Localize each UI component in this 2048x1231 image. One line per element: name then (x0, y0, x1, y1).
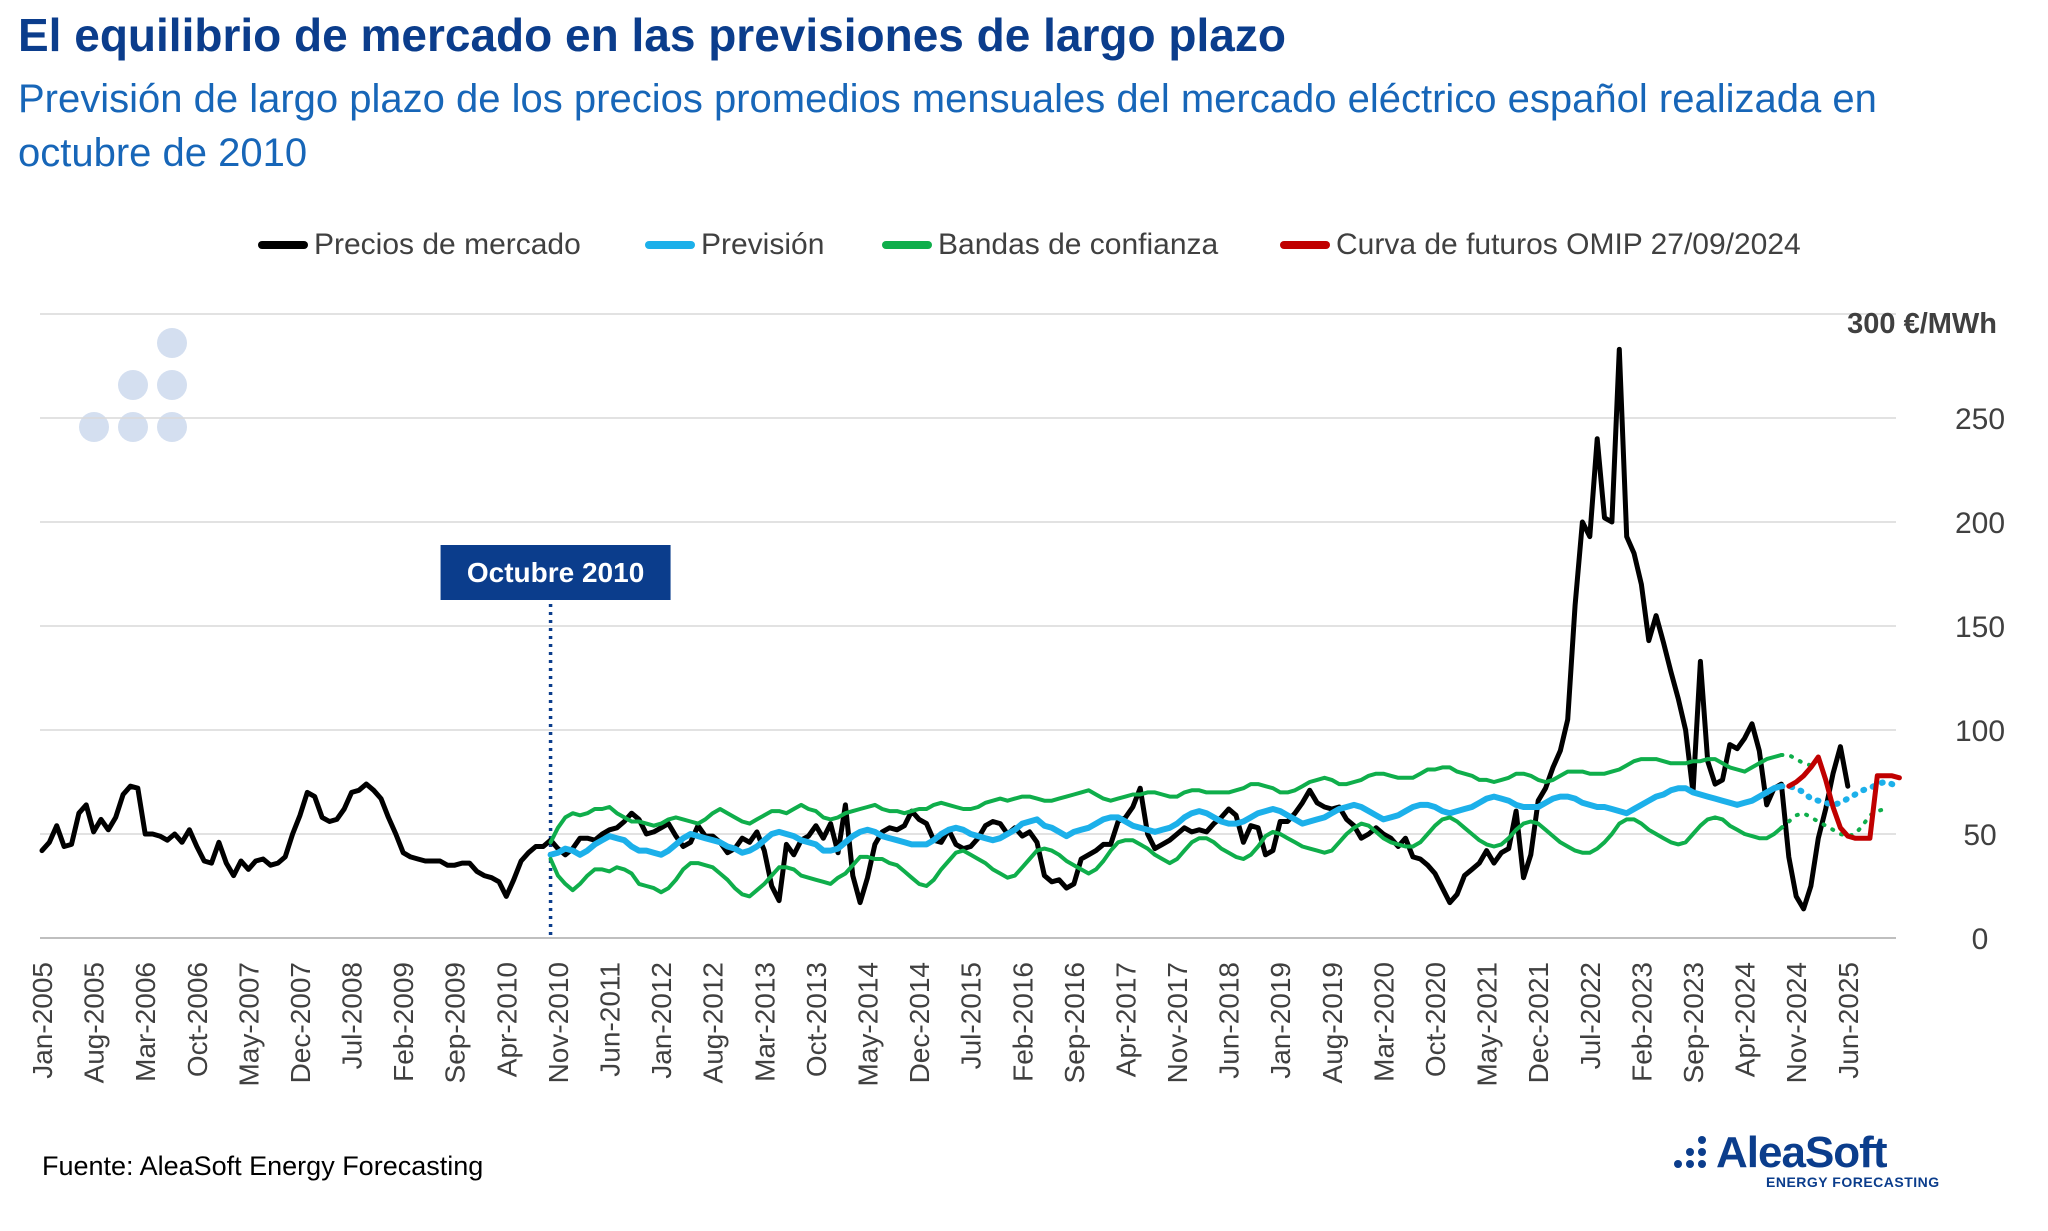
annotation-label: Octubre 2010 (467, 557, 644, 588)
legend-item-market: Precios de mercado (258, 220, 581, 270)
legend-swatch-market (258, 241, 308, 249)
x-tick-label: Apr-2024 (1730, 962, 1761, 1077)
y-axis-top-label: 300 €/MWh (1847, 308, 1997, 340)
annotation-box (440, 545, 671, 600)
x-tick-label: May-2014 (852, 962, 883, 1087)
series-line-band-lower (548, 815, 1784, 899)
x-tick-label: Mar-2020 (1368, 962, 1399, 1082)
x-tick-label: Sep-2009 (440, 962, 471, 1083)
x-tick-label: Nov-2024 (1781, 962, 1812, 1083)
legend-swatch-forecast (645, 241, 695, 249)
legend-item-futures: Curva de futuros OMIP 27/09/2024 (1280, 220, 1801, 270)
logo-subtitle: ENERGY FORECASTING (1766, 1174, 1940, 1190)
x-tick-label: Feb-2016 (1007, 962, 1038, 1082)
x-tick-label: Nov-2010 (543, 962, 574, 1083)
decor-dot (118, 412, 148, 442)
y-tick-label: 0 (1972, 923, 1989, 956)
logo-name: AleaSoft (1716, 1128, 1887, 1177)
x-tick-label: Jun-2018 (1214, 962, 1245, 1079)
x-tick-label: Aug-2019 (1317, 962, 1348, 1083)
y-tick-label: 150 (1955, 611, 2005, 644)
x-tick-label: Nov-2017 (1162, 962, 1193, 1083)
series-line-futures (1786, 754, 1902, 841)
aleasoft-logo: AleaSoft ENERGY FORECASTING (1672, 1128, 1972, 1193)
x-tick-label: Jun-2025 (1833, 962, 1864, 1079)
legend-label-forecast: Previsión (701, 228, 825, 261)
series-line-forecast (547, 783, 1785, 858)
y-tick-label: 50 (1963, 819, 1996, 852)
decor-dot (157, 412, 187, 442)
legend-label-bands: Bandas de confianza (938, 228, 1219, 261)
series-line-market (39, 346, 1851, 912)
legend-item-forecast: Previsión (645, 220, 824, 270)
x-tick-label: Feb-2023 (1626, 962, 1657, 1082)
x-tick-label: Dec-2014 (904, 962, 935, 1083)
decor-dot (79, 412, 109, 442)
y-tick-label: 250 (1955, 403, 2005, 436)
legend-label-market: Precios de mercado (314, 228, 581, 261)
x-tick-label: Dec-2021 (1523, 962, 1554, 1083)
chart-subtitle: Previsión de largo plazo de los precios … (18, 77, 1877, 175)
legend-swatch-futures (1280, 241, 1330, 249)
decor-dot (157, 370, 187, 400)
decor-dot (118, 370, 148, 400)
x-tick-label: Oct-2020 (1420, 962, 1451, 1077)
y-tick-label: 100 (1955, 715, 2005, 748)
decor-dot (157, 328, 187, 358)
x-tick-label: Dec-2007 (285, 962, 316, 1083)
legend-item-bands: Bandas de confianza (882, 220, 1218, 270)
x-tick-label: Jun-2011 (595, 962, 626, 1077)
series-line-band-lower-extension (1779, 807, 1887, 839)
x-tick-label: Apr-2017 (1110, 962, 1141, 1077)
x-tick-label: Jul-2008 (337, 962, 368, 1069)
x-tick-label: Jan-2005 (27, 962, 58, 1079)
x-tick-label: Sep-2016 (1059, 962, 1090, 1083)
x-tick-label: May-2021 (1472, 962, 1503, 1087)
x-tick-label: Aug-2012 (698, 962, 729, 1083)
x-tick-label: Oct-2006 (182, 962, 213, 1077)
x-tick-label: May-2007 (233, 962, 264, 1087)
x-tick-label: Oct-2013 (801, 962, 832, 1077)
x-tick-label: Jan-2012 (646, 962, 677, 1079)
x-tick-label: Sep-2023 (1678, 962, 1709, 1083)
legend-label-futures: Curva de futuros OMIP 27/09/2024 (1336, 228, 1801, 261)
series-line-forecast-extension (1778, 779, 1903, 808)
x-tick-label: Mar-2013 (749, 962, 780, 1082)
x-tick-label: Jul-2015 (956, 962, 987, 1069)
x-tick-label: Jan-2019 (1265, 962, 1296, 1079)
x-tick-label: Mar-2006 (130, 962, 161, 1082)
y-tick-label: 200 (1955, 507, 2005, 540)
x-tick-label: Jul-2022 (1575, 962, 1606, 1069)
x-tick-label: Apr-2010 (491, 962, 522, 1077)
source-note: Fuente: AleaSoft Energy Forecasting (42, 1151, 484, 1181)
chart-title: El equilibrio de mercado en las previsio… (18, 9, 1286, 61)
logo-dots-icon (1674, 1136, 1706, 1168)
x-tick-label: Feb-2009 (388, 962, 419, 1082)
legend-swatch-bands (882, 241, 932, 249)
legend: Precios de mercado Previsión Bandas de c… (0, 220, 2048, 270)
series-line-band-upper-extension (1779, 753, 1813, 768)
x-tick-label: Aug-2005 (79, 962, 110, 1083)
series-line-band-upper (548, 753, 1784, 845)
